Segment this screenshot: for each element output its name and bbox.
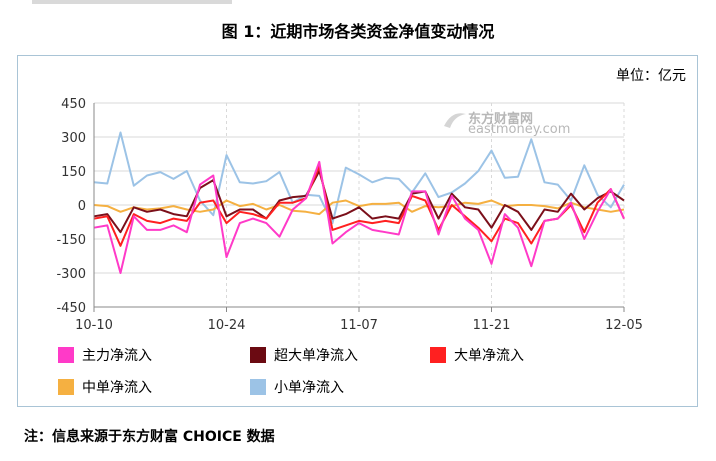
y-tick-label: 450 xyxy=(61,97,86,112)
legend-item-main: 主力净流入 xyxy=(58,346,152,364)
axis-layer: 450 300 150 0 -150 -300 -450 10-10 10-24 11-07 11-… xyxy=(56,97,642,333)
series-layer xyxy=(93,131,625,274)
y-tick-label: -450 xyxy=(56,301,86,316)
series-line-1 xyxy=(93,199,625,216)
legend-item-super-large: 超大单净流入 xyxy=(250,346,358,364)
legend-swatch xyxy=(58,347,74,363)
legend-label: 大单净流入 xyxy=(454,348,524,364)
x-tick-label: 11-07 xyxy=(340,318,378,333)
source-note: 注：信息来源于东方财富 CHOICE 数据 xyxy=(24,429,275,445)
legend: 主力净流入 超大单净流入 大单净流入 中单净流入 小单净流入 xyxy=(58,346,678,402)
x-tick-label: 10-10 xyxy=(75,318,113,333)
legend-item-small: 小单净流入 xyxy=(250,378,344,396)
series-line-3 xyxy=(93,165,625,247)
legend-label: 中单净流入 xyxy=(82,380,152,396)
legend-swatch xyxy=(430,347,446,363)
legend-item-medium: 中单净流入 xyxy=(58,378,152,396)
unit-label: 单位：亿元 xyxy=(616,68,686,84)
legend-swatch xyxy=(250,347,266,363)
grid-layer xyxy=(93,102,625,308)
x-tick-label: 12-05 xyxy=(605,318,643,333)
legend-swatch xyxy=(250,379,266,395)
series-line-4 xyxy=(93,160,625,274)
watermark: 东方财富网 eastmoney.com xyxy=(444,111,570,137)
x-tick-label: 11-21 xyxy=(473,318,511,333)
legend-swatch xyxy=(58,379,74,395)
y-tick-label: 150 xyxy=(61,165,86,180)
watermark-subtext: eastmoney.com xyxy=(468,122,570,137)
y-tick-label: -150 xyxy=(56,233,86,248)
top-decoration-bar xyxy=(32,0,232,4)
figure-title: 图 1：近期市场各类资金净值变动情况 xyxy=(221,22,495,41)
legend-label: 小单净流入 xyxy=(274,380,344,396)
watermark-logo-icon xyxy=(444,113,466,128)
x-tick-label: 10-24 xyxy=(208,318,246,333)
legend-label: 超大单净流入 xyxy=(274,348,358,364)
legend-label: 主力净流入 xyxy=(82,348,152,364)
series-line-2 xyxy=(93,170,625,234)
y-tick-label: 0 xyxy=(78,199,86,214)
legend-item-large: 大单净流入 xyxy=(430,346,524,364)
y-tick-label: -300 xyxy=(56,267,86,282)
y-tick-label: 300 xyxy=(61,131,86,146)
series-line-0 xyxy=(93,131,625,225)
watermark-text: 东方财富网 xyxy=(468,111,533,127)
